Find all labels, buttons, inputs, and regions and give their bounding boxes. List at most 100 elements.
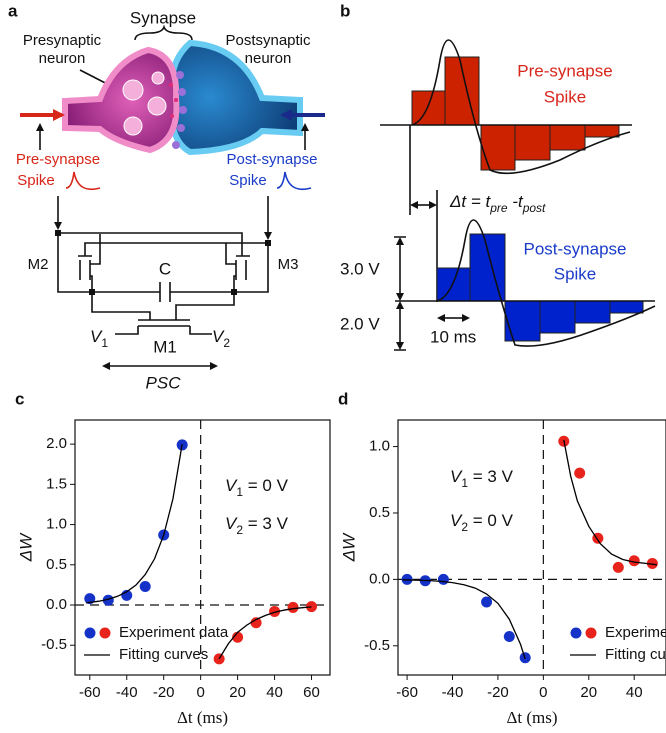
amplitude-label: 3.0 V xyxy=(340,259,380,278)
pre-spike-bars xyxy=(514,124,551,161)
x-tick-label: 20 xyxy=(580,684,597,701)
plot-frame xyxy=(74,419,331,676)
presynaptic-neuron xyxy=(172,141,180,149)
m2-label: M2 xyxy=(28,256,49,273)
v2-label: V2 xyxy=(212,327,230,350)
annotation-text: = 3 V xyxy=(468,467,514,486)
y-axis-label: ΔW xyxy=(339,532,358,562)
legend-marker xyxy=(99,627,111,639)
pre-spike-bars xyxy=(411,90,446,126)
spike-label: Spike xyxy=(17,172,55,189)
legend-marker xyxy=(585,627,597,639)
post-spike-bars xyxy=(469,233,506,302)
data-point xyxy=(84,593,96,605)
pre-spike-bars xyxy=(584,124,620,138)
width-label: 10 ms xyxy=(430,327,476,346)
spike-label: Pre-synapse xyxy=(517,61,612,80)
capacitor-label: C xyxy=(159,259,171,278)
m1-label: M1 xyxy=(153,337,177,356)
chart: c -60 -40 -20 0 20 40 60 -0.5 0.0 0.5 1.0 1.5 2.0 Δt (… xyxy=(15,389,331,727)
delta-t: Δt = t xyxy=(449,192,492,211)
annotation: V1 = 3 V xyxy=(450,467,514,490)
x-tick-label: 40 xyxy=(266,684,283,701)
annotation-var: V xyxy=(225,514,238,533)
v2: V xyxy=(212,327,225,346)
delta-t-sub: pre xyxy=(489,201,508,215)
fit-curve xyxy=(86,443,312,660)
y-axis-label: ΔW xyxy=(16,532,35,562)
m3-label: M3 xyxy=(278,256,299,273)
data-point xyxy=(306,601,318,613)
spike-label: Pre-synapse xyxy=(16,151,100,168)
post-spike-bars xyxy=(609,300,644,314)
annotation: V1 = 0 V xyxy=(225,476,289,499)
y-tick-label: 1.0 xyxy=(369,438,390,455)
data-point xyxy=(139,581,151,593)
x-tick-label: -60 xyxy=(396,684,418,701)
v1-label: V1 xyxy=(90,327,108,350)
brace xyxy=(134,24,193,41)
y-tick-label: 0.0 xyxy=(369,570,390,587)
legend-label: Fitting curves xyxy=(119,646,208,663)
spike-label: Post-synapse xyxy=(227,151,318,168)
circuit xyxy=(58,232,268,256)
post-spike-bars xyxy=(539,300,576,334)
data-point xyxy=(437,573,449,585)
data-point xyxy=(574,467,586,479)
postsynaptic-label: Postsynaptic xyxy=(225,32,311,49)
panel-label: a xyxy=(8,1,18,20)
panel-a: a Synapse Presynaptic neuron Postsynapti… xyxy=(8,1,325,392)
y-tick-label: 2.0 xyxy=(46,435,67,452)
circuit xyxy=(92,282,234,302)
annotation-var: V xyxy=(225,476,238,495)
spike-curve xyxy=(436,219,656,347)
post-spike-bars xyxy=(436,267,471,302)
y-tick-label: -0.5 xyxy=(364,637,390,654)
data-point xyxy=(250,617,262,629)
presynaptic-neuron xyxy=(62,46,187,154)
spike-wave xyxy=(65,171,101,191)
circuit xyxy=(54,196,272,370)
y-tick-label: 0.5 xyxy=(46,556,67,573)
data-point xyxy=(481,596,493,608)
chart: d -60 -40 -20 0 20 40 -0.5 0.0 0.5 1.0 Δt (ms) ΔW V1 … xyxy=(338,389,666,727)
annotation-sub: 1 xyxy=(461,476,468,490)
fit-curve xyxy=(402,439,657,660)
data-point xyxy=(503,630,515,642)
legend-marker xyxy=(84,627,96,639)
x-tick-label: -40 xyxy=(116,684,138,701)
psc-label: PSC xyxy=(146,373,182,392)
annotation-text: = 0 V xyxy=(243,476,289,495)
presynaptic-neuron xyxy=(123,116,143,136)
pre-spike-bars xyxy=(549,124,586,151)
legend-label: Experiment data xyxy=(119,624,229,641)
circuit xyxy=(225,243,269,293)
presynaptic-neuron xyxy=(151,71,165,85)
annotation-sub: 2 xyxy=(461,520,468,534)
annotation-sub: 1 xyxy=(236,485,243,499)
annotation-var: V xyxy=(450,511,463,530)
x-axis-label: Δt (ms) xyxy=(177,708,228,727)
annotation-text: = 3 V xyxy=(243,514,289,533)
x-tick-label: -20 xyxy=(487,684,509,701)
delta-t-label: Δt = tpre -tpost xyxy=(449,192,546,215)
y-tick-label: 1.5 xyxy=(46,475,67,492)
data-point xyxy=(102,594,114,606)
circuit xyxy=(57,233,101,293)
data-point xyxy=(612,561,624,573)
panel-label: c xyxy=(15,389,24,408)
delta-t-sub: post xyxy=(522,201,546,215)
postsynaptic-label: neuron xyxy=(245,50,292,67)
presynaptic-label: Presynaptic xyxy=(23,32,102,49)
y-tick-label: 0.5 xyxy=(369,504,390,521)
data-point xyxy=(628,555,640,567)
spike-curve xyxy=(411,39,631,175)
data-point xyxy=(269,605,281,617)
data-point xyxy=(232,631,244,643)
x-tick-label: 0 xyxy=(196,684,204,701)
spike-label: Spike xyxy=(544,87,587,106)
x-tick-label: 20 xyxy=(229,684,246,701)
v2-sub: 2 xyxy=(223,336,230,350)
